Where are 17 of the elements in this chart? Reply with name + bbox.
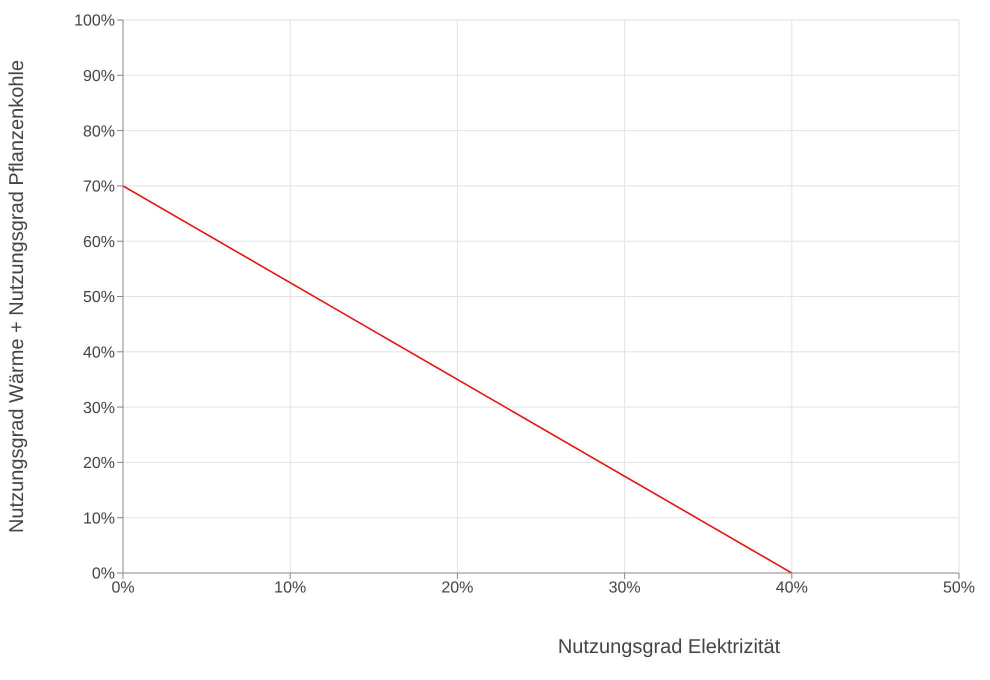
y-tick-label: 10% (82, 510, 115, 528)
y-tick-label: 50% (82, 289, 115, 306)
y-tick-label: 80% (82, 123, 115, 140)
y-axis-title: Nutzungsgrad Wärme + Nutzungsgrad Pflanzenkohle (6, 60, 28, 534)
x-tick-label: 40% (776, 579, 808, 596)
y-tick-label: 30% (82, 400, 115, 417)
y-tick-label: 60% (82, 234, 115, 251)
x-tick-label: 10% (274, 579, 306, 596)
x-axis-title: Nutzungsgrad Elektrizität (558, 636, 781, 658)
x-tick-label: 20% (441, 579, 474, 596)
y-tick-label: 70% (82, 178, 115, 196)
x-tick-label: 50% (942, 579, 976, 596)
y-tick-label: 20% (82, 455, 115, 472)
y-tick-label: 100% (74, 12, 115, 30)
y-tick-label: 40% (82, 344, 115, 362)
x-tick-label: 30% (608, 579, 641, 596)
y-tick-label: 90% (82, 68, 115, 85)
